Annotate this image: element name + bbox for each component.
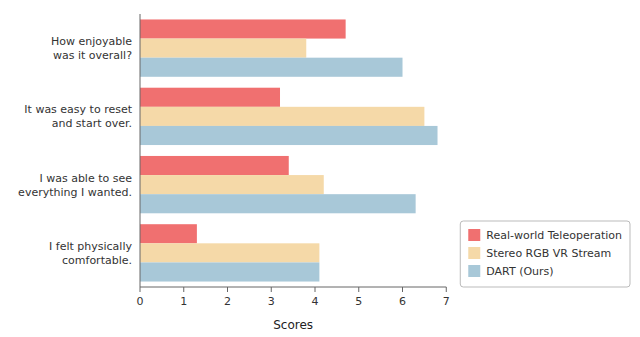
legend-box bbox=[460, 221, 630, 287]
category-label-line: was it overall? bbox=[53, 49, 132, 62]
x-tick bbox=[140, 287, 141, 292]
category-label-line: everything I wanted. bbox=[18, 186, 132, 199]
category-label: How enjoyablewas it overall? bbox=[51, 35, 132, 62]
x-tick-label: 5 bbox=[355, 295, 362, 308]
legend-swatch bbox=[468, 247, 480, 259]
x-tick bbox=[358, 287, 359, 292]
bar bbox=[140, 88, 280, 107]
bar bbox=[140, 224, 197, 243]
category-label-line: comfortable. bbox=[62, 254, 132, 267]
bars bbox=[140, 19, 438, 281]
legend-label: DART (Ours) bbox=[486, 265, 553, 278]
bar bbox=[140, 58, 403, 77]
x-tick bbox=[446, 287, 447, 292]
bar bbox=[140, 156, 289, 175]
x-tick-label: 6 bbox=[399, 295, 406, 308]
category-label-line: It was easy to reset bbox=[24, 103, 132, 116]
chart: 0 1 2 3 4 5 6 7 Scores How enjoyablewas it overal… bbox=[0, 0, 640, 337]
bar bbox=[140, 243, 319, 262]
category-label-line: I was able to see bbox=[39, 172, 132, 185]
legend-swatch bbox=[468, 265, 480, 277]
x-tick-label: 7 bbox=[443, 295, 450, 308]
category-label-line: How enjoyable bbox=[51, 35, 132, 48]
category-label: It was easy to resetand start over. bbox=[24, 103, 132, 130]
category-label-line: I felt physically bbox=[49, 240, 132, 253]
x-axis-line bbox=[140, 287, 446, 288]
x-tick-label: 0 bbox=[137, 295, 144, 308]
bar bbox=[140, 107, 424, 126]
x-tick bbox=[315, 287, 316, 292]
bar bbox=[140, 262, 319, 281]
x-tick-label: 4 bbox=[312, 295, 319, 308]
legend: Real-world Teleoperation Stereo RGB VR St… bbox=[460, 221, 630, 287]
category-label: I felt physicallycomfortable. bbox=[49, 240, 132, 267]
x-tick bbox=[227, 287, 228, 292]
bar bbox=[140, 126, 438, 145]
legend-swatch bbox=[468, 229, 480, 241]
legend-label: Real-world Teleoperation bbox=[486, 229, 622, 242]
y-axis-line bbox=[140, 14, 141, 287]
x-axis-label: Scores bbox=[273, 318, 313, 332]
x-tick bbox=[183, 287, 184, 292]
x-tick-label: 1 bbox=[180, 295, 187, 308]
x-tick-label: 2 bbox=[224, 295, 231, 308]
bar bbox=[140, 39, 306, 58]
legend-label: Stereo RGB VR Stream bbox=[486, 247, 611, 260]
category-label: I was able to seeeverything I wanted. bbox=[18, 172, 132, 199]
bar bbox=[140, 175, 324, 194]
x-tick-label: 3 bbox=[268, 295, 275, 308]
bar bbox=[140, 19, 346, 38]
x-tick bbox=[271, 287, 272, 292]
bar bbox=[140, 194, 416, 213]
category-label-line: and start over. bbox=[52, 117, 132, 130]
x-tick bbox=[402, 287, 403, 292]
